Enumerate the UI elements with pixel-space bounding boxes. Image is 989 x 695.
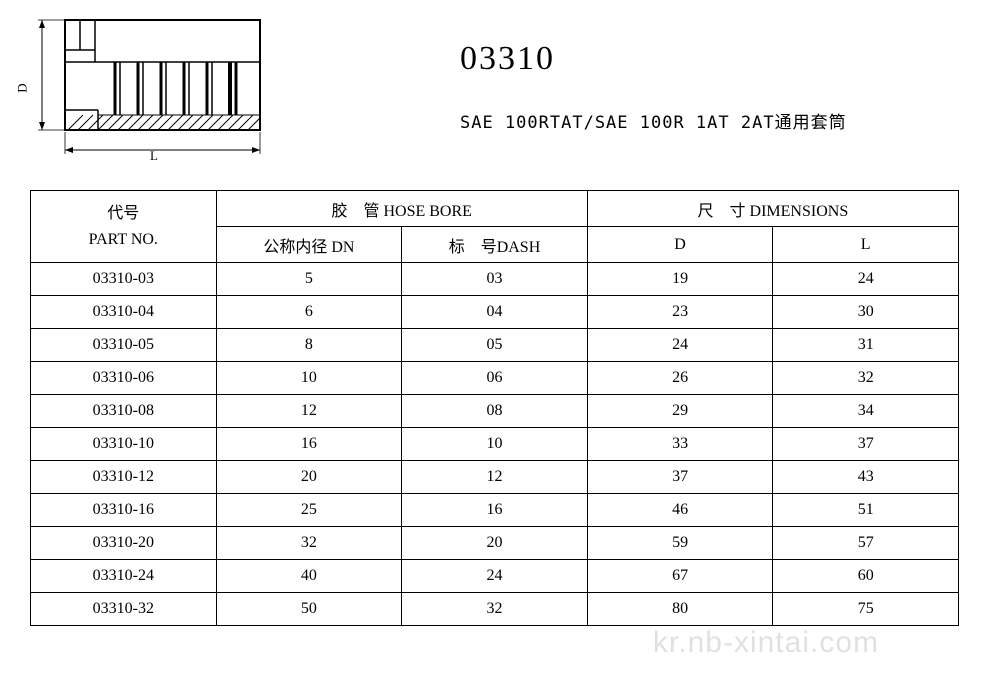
cell-pn: 03310-03 [31, 263, 217, 296]
cell-dash: 10 [402, 428, 588, 461]
ferrule-diagram-svg [20, 10, 280, 170]
header-part-no-en: PART NO. [31, 227, 216, 253]
spec-table-body: 03310-035031924 03310-046042330 03310-05… [31, 263, 959, 626]
cell-dn: 32 [216, 527, 402, 560]
cell-d: 26 [587, 362, 773, 395]
header-part-no-cn: 代号 [31, 201, 216, 227]
header-hose-bore: 胶 管 HOSE BORE [216, 191, 587, 227]
header-dimensions: 尺 寸 DIMENSIONS [587, 191, 958, 227]
cell-pn: 03310-12 [31, 461, 217, 494]
cell-dash: 08 [402, 395, 588, 428]
cell-dash: 05 [402, 329, 588, 362]
table-row: 03310-1625164651 [31, 494, 959, 527]
cell-dn: 6 [216, 296, 402, 329]
table-row: 03310-046042330 [31, 296, 959, 329]
cell-dn: 50 [216, 593, 402, 626]
part-number-title: 03310 [460, 40, 969, 78]
table-row: 03310-058052431 [31, 329, 959, 362]
cell-l: 30 [773, 296, 959, 329]
cell-pn: 03310-10 [31, 428, 217, 461]
cell-d: 80 [587, 593, 773, 626]
cell-l: 43 [773, 461, 959, 494]
cell-dash: 04 [402, 296, 588, 329]
cell-d: 29 [587, 395, 773, 428]
cell-pn: 03310-05 [31, 329, 217, 362]
header-l: L [773, 227, 959, 263]
cell-dn: 25 [216, 494, 402, 527]
cell-dn: 20 [216, 461, 402, 494]
header-d: D [587, 227, 773, 263]
top-section: D L 03310 SAE 100RTAT/SAE 100R 1AT 2AT通用… [0, 0, 989, 170]
cell-l: 51 [773, 494, 959, 527]
cell-d: 33 [587, 428, 773, 461]
cell-dash: 32 [402, 593, 588, 626]
cell-dash: 12 [402, 461, 588, 494]
watermark: kr.nb-xintai.com [653, 626, 879, 660]
cell-pn: 03310-08 [31, 395, 217, 428]
technical-diagram: D L [20, 10, 280, 170]
cell-d: 24 [587, 329, 773, 362]
cell-l: 37 [773, 428, 959, 461]
spec-table-area: 代号 PART NO. 胶 管 HOSE BORE 尺 寸 DIMENSIONS… [0, 170, 989, 626]
dimension-label-d: D [15, 83, 31, 92]
cell-dn: 40 [216, 560, 402, 593]
cell-dash: 16 [402, 494, 588, 527]
cell-d: 59 [587, 527, 773, 560]
cell-d: 19 [587, 263, 773, 296]
cell-l: 57 [773, 527, 959, 560]
cell-pn: 03310-20 [31, 527, 217, 560]
cell-dash: 24 [402, 560, 588, 593]
cell-l: 24 [773, 263, 959, 296]
table-row: 03310-2440246760 [31, 560, 959, 593]
subtitle: SAE 100RTAT/SAE 100R 1AT 2AT通用套筒 [460, 108, 969, 133]
cell-l: 60 [773, 560, 959, 593]
cell-pn: 03310-04 [31, 296, 217, 329]
dimension-label-l: L [150, 148, 158, 164]
cell-dn: 10 [216, 362, 402, 395]
cell-l: 31 [773, 329, 959, 362]
cell-pn: 03310-24 [31, 560, 217, 593]
table-row: 03310-2032205957 [31, 527, 959, 560]
cell-l: 75 [773, 593, 959, 626]
cell-dn: 16 [216, 428, 402, 461]
header-dash: 标 号DASH [402, 227, 588, 263]
cell-pn: 03310-16 [31, 494, 217, 527]
cell-d: 37 [587, 461, 773, 494]
cell-l: 32 [773, 362, 959, 395]
cell-dash: 03 [402, 263, 588, 296]
table-row: 03310-1016103337 [31, 428, 959, 461]
cell-dash: 20 [402, 527, 588, 560]
cell-d: 23 [587, 296, 773, 329]
spec-table: 代号 PART NO. 胶 管 HOSE BORE 尺 寸 DIMENSIONS… [30, 190, 959, 626]
table-row: 03310-035031924 [31, 263, 959, 296]
table-row: 03310-0812082934 [31, 395, 959, 428]
cell-dash: 06 [402, 362, 588, 395]
table-row: 03310-0610062632 [31, 362, 959, 395]
cell-d: 67 [587, 560, 773, 593]
table-row: 03310-1220123743 [31, 461, 959, 494]
cell-l: 34 [773, 395, 959, 428]
title-area: 03310 SAE 100RTAT/SAE 100R 1AT 2AT通用套筒 [280, 10, 969, 170]
cell-d: 46 [587, 494, 773, 527]
cell-pn: 03310-32 [31, 593, 217, 626]
header-dn: 公称内径 DN [216, 227, 402, 263]
cell-pn: 03310-06 [31, 362, 217, 395]
header-part-no: 代号 PART NO. [31, 191, 217, 263]
cell-dn: 12 [216, 395, 402, 428]
cell-dn: 5 [216, 263, 402, 296]
table-row: 03310-3250328075 [31, 593, 959, 626]
cell-dn: 8 [216, 329, 402, 362]
